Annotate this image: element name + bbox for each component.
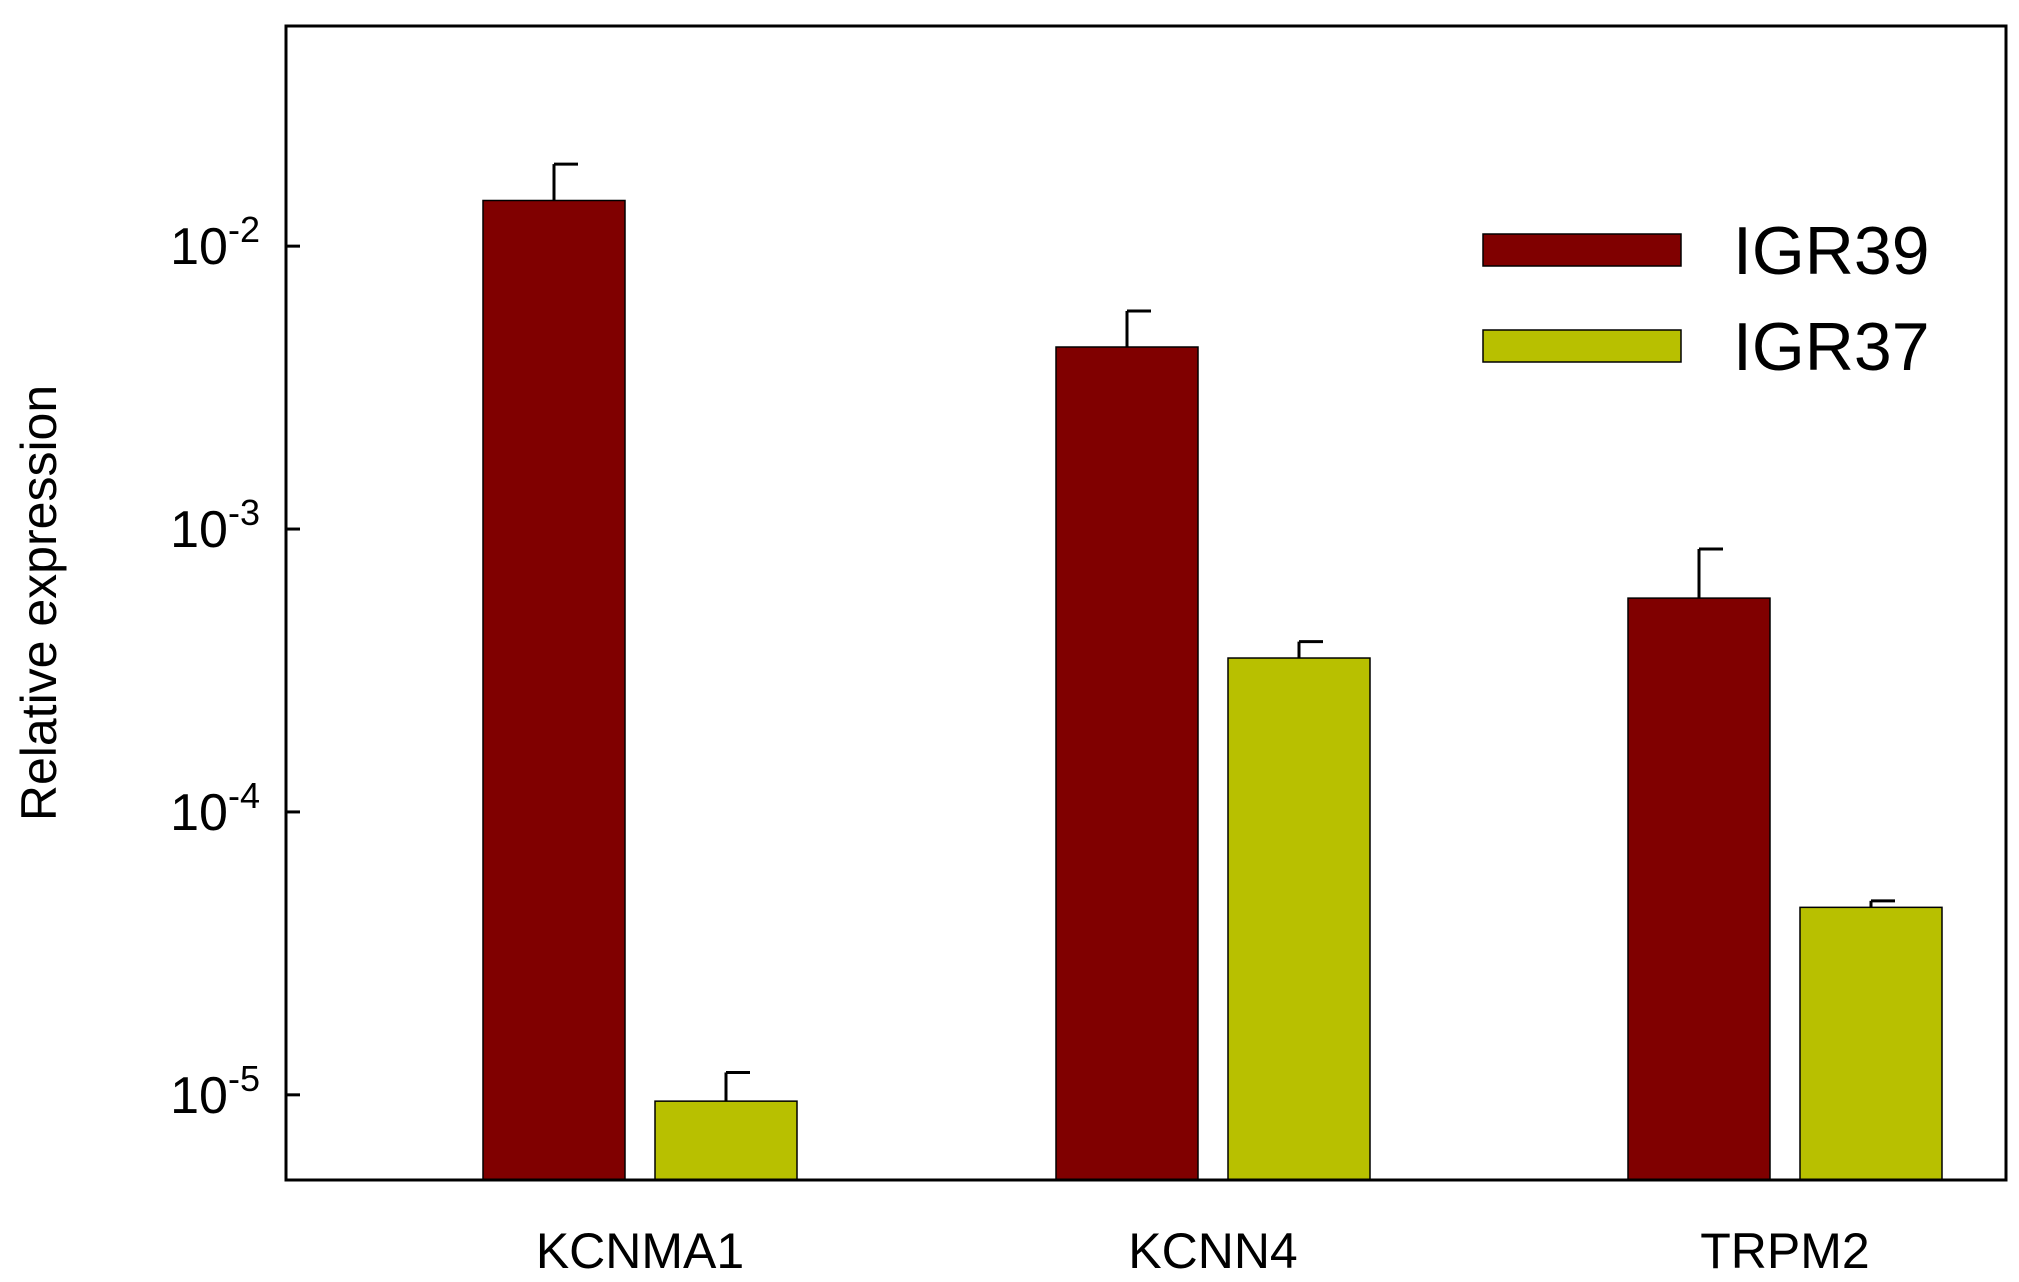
x-tick-label-kcnma1: KCNMA1 — [536, 1223, 744, 1279]
y-axis-label: Relative expression — [11, 385, 67, 821]
y-tick-label: 10-3 — [170, 492, 260, 559]
x-axis: KCNMA1 KCNN4 TRPM2 — [536, 1223, 1870, 1279]
error-bars — [552, 162, 1895, 1102]
bar-igr39-kcnn4 — [1055, 346, 1199, 1181]
plot-frame — [284, 24, 2008, 1182]
legend-item-igr37: IGR37 — [1482, 309, 1930, 385]
y-tick-label: 10-2 — [170, 209, 260, 276]
bar-igr39-trpm2 — [1627, 597, 1771, 1181]
y-axis: 10-2 10-3 10-4 10-5 — [170, 209, 300, 1125]
legend-swatch — [1482, 233, 1682, 267]
bars — [482, 199, 1943, 1181]
legend-label: IGR39 — [1733, 213, 1930, 289]
legend-item-igr39: IGR39 — [1482, 213, 1930, 289]
error-bar-igr39-kcnma1 — [552, 162, 578, 201]
error-bar-igr37-kcnma1 — [724, 1070, 750, 1102]
bar-igr39-kcnma1 — [482, 199, 626, 1181]
x-tick-label-trpm2: TRPM2 — [1700, 1223, 1869, 1279]
bar-igr37-kcnma1 — [654, 1100, 798, 1181]
y-tick-label: 10-5 — [170, 1058, 260, 1125]
bar-igr37-trpm2 — [1799, 906, 1943, 1181]
legend: IGR39 IGR37 — [1482, 213, 1930, 385]
error-bar-igr37-kcnn4 — [1297, 640, 1323, 659]
error-bar-igr39-trpm2 — [1697, 547, 1723, 599]
error-bar-igr37-trpm2 — [1869, 899, 1895, 908]
legend-label: IGR37 — [1733, 309, 1930, 385]
error-bar-igr39-kcnn4 — [1125, 309, 1151, 348]
legend-swatch — [1482, 329, 1682, 363]
y-tick-label: 10-4 — [170, 775, 260, 842]
bar-igr37-kcnn4 — [1227, 657, 1371, 1181]
x-tick-label-kcnn4: KCNN4 — [1128, 1223, 1297, 1279]
